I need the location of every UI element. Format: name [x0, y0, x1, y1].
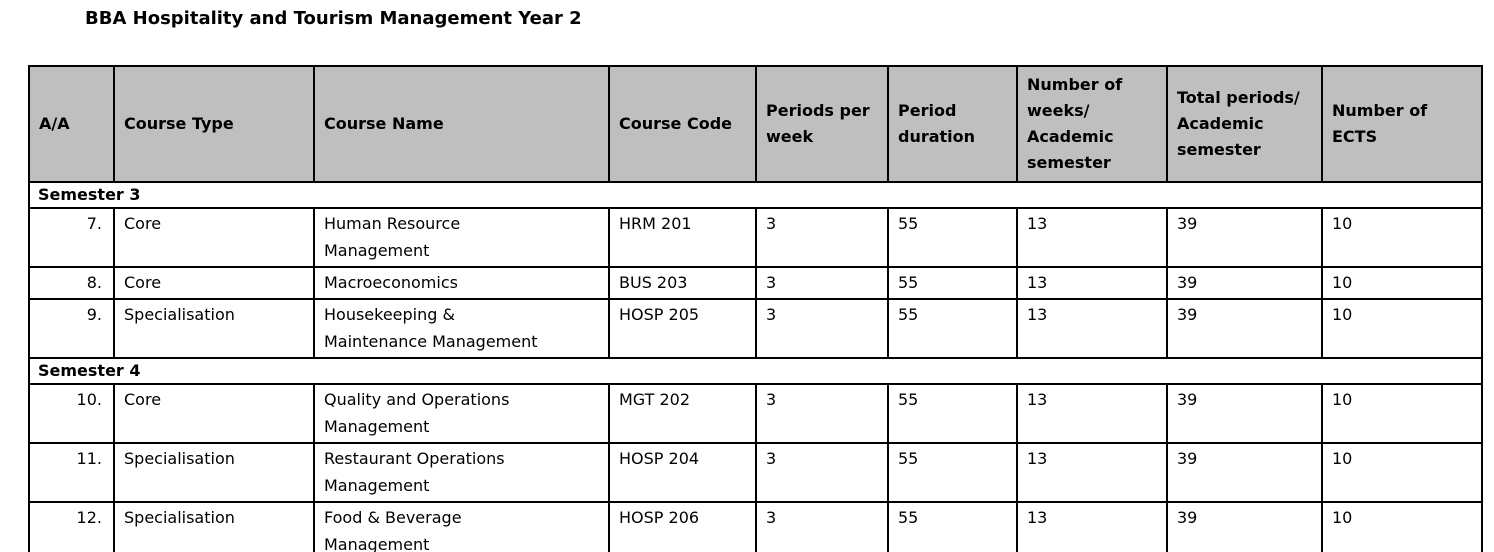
cell-course-code: HRM 201: [608, 207, 757, 268]
cell-periods-per-week: 3: [755, 207, 889, 268]
table-row: 12. Specialisation Food & Beverage Manag…: [28, 501, 1483, 552]
cell-course-name: Restaurant Operations Management: [313, 442, 610, 503]
col-header-course-type: Course Type: [113, 65, 315, 183]
cell-aa: 9.: [28, 298, 115, 359]
table-row: 8. Core Macroeconomics BUS 203 3 55 13 3…: [28, 266, 1483, 300]
cell-weeks-per-semester: 13: [1016, 207, 1168, 268]
col-header-weeks-per-semester: Number of weeks/ Academic semester: [1016, 65, 1168, 183]
cell-course-type: Core: [113, 383, 315, 444]
cell-weeks-per-semester: 13: [1016, 501, 1168, 552]
cell-ects: 10: [1321, 383, 1483, 444]
col-header-aa: A/A: [28, 65, 115, 183]
cell-course-code: MGT 202: [608, 383, 757, 444]
course-table: A/A Course Type Course Name Course Code …: [28, 65, 1483, 552]
section-header-row-semester-3: Semester 3: [28, 181, 1483, 209]
page-title: BBA Hospitality and Tourism Management Y…: [85, 8, 582, 29]
section-label: Semester 4: [28, 357, 1483, 385]
section-label: Semester 3: [28, 181, 1483, 209]
cell-periods-per-week: 3: [755, 298, 889, 359]
cell-aa: 8.: [28, 266, 115, 300]
cell-total-periods: 39: [1166, 207, 1323, 268]
cell-course-code: BUS 203: [608, 266, 757, 300]
cell-periods-per-week: 3: [755, 501, 889, 552]
cell-ects: 10: [1321, 442, 1483, 503]
cell-course-name: Food & Beverage Management: [313, 501, 610, 552]
cell-course-type: Specialisation: [113, 442, 315, 503]
cell-aa: 12.: [28, 501, 115, 552]
document-page: BBA Hospitality and Tourism Management Y…: [0, 8, 1494, 552]
cell-course-name: Human Resource Management: [313, 207, 610, 268]
col-header-periods-per-week: Periods per week: [755, 65, 889, 183]
col-header-course-name: Course Name: [313, 65, 610, 183]
cell-period-duration: 55: [887, 383, 1018, 444]
cell-course-code: HOSP 205: [608, 298, 757, 359]
section-header-row-semester-4: Semester 4: [28, 357, 1483, 385]
table-row: 11. Specialisation Restaurant Operations…: [28, 442, 1483, 503]
table-row: 10. Core Quality and Operations Manageme…: [28, 383, 1483, 444]
cell-periods-per-week: 3: [755, 442, 889, 503]
cell-periods-per-week: 3: [755, 266, 889, 300]
cell-weeks-per-semester: 13: [1016, 266, 1168, 300]
col-header-total-periods: Total periods/ Academic semester: [1166, 65, 1323, 183]
cell-period-duration: 55: [887, 442, 1018, 503]
cell-ects: 10: [1321, 298, 1483, 359]
cell-weeks-per-semester: 13: [1016, 383, 1168, 444]
cell-aa: 11.: [28, 442, 115, 503]
cell-period-duration: 55: [887, 298, 1018, 359]
cell-total-periods: 39: [1166, 501, 1323, 552]
cell-course-type: Specialisation: [113, 298, 315, 359]
cell-course-type: Core: [113, 207, 315, 268]
cell-aa: 10.: [28, 383, 115, 444]
table-header-row: A/A Course Type Course Name Course Code …: [28, 65, 1483, 183]
cell-total-periods: 39: [1166, 298, 1323, 359]
cell-weeks-per-semester: 13: [1016, 298, 1168, 359]
cell-ects: 10: [1321, 207, 1483, 268]
cell-aa: 7.: [28, 207, 115, 268]
cell-course-name: Housekeeping & Maintenance Management: [313, 298, 610, 359]
cell-period-duration: 55: [887, 266, 1018, 300]
cell-weeks-per-semester: 13: [1016, 442, 1168, 503]
col-header-ects: Number of ECTS: [1321, 65, 1483, 183]
cell-total-periods: 39: [1166, 383, 1323, 444]
cell-course-name: Quality and Operations Management: [313, 383, 610, 444]
cell-ects: 10: [1321, 501, 1483, 552]
cell-period-duration: 55: [887, 207, 1018, 268]
cell-course-type: Core: [113, 266, 315, 300]
cell-ects: 10: [1321, 266, 1483, 300]
cell-course-type: Specialisation: [113, 501, 315, 552]
cell-course-code: HOSP 206: [608, 501, 757, 552]
col-header-course-code: Course Code: [608, 65, 757, 183]
table-row: 9. Specialisation Housekeeping & Mainten…: [28, 298, 1483, 359]
cell-periods-per-week: 3: [755, 383, 889, 444]
cell-total-periods: 39: [1166, 442, 1323, 503]
cell-course-name: Macroeconomics: [313, 266, 610, 300]
table-row: 7. Core Human Resource Management HRM 20…: [28, 207, 1483, 268]
cell-total-periods: 39: [1166, 266, 1323, 300]
col-header-period-duration: Period duration: [887, 65, 1018, 183]
cell-course-code: HOSP 204: [608, 442, 757, 503]
cell-period-duration: 55: [887, 501, 1018, 552]
